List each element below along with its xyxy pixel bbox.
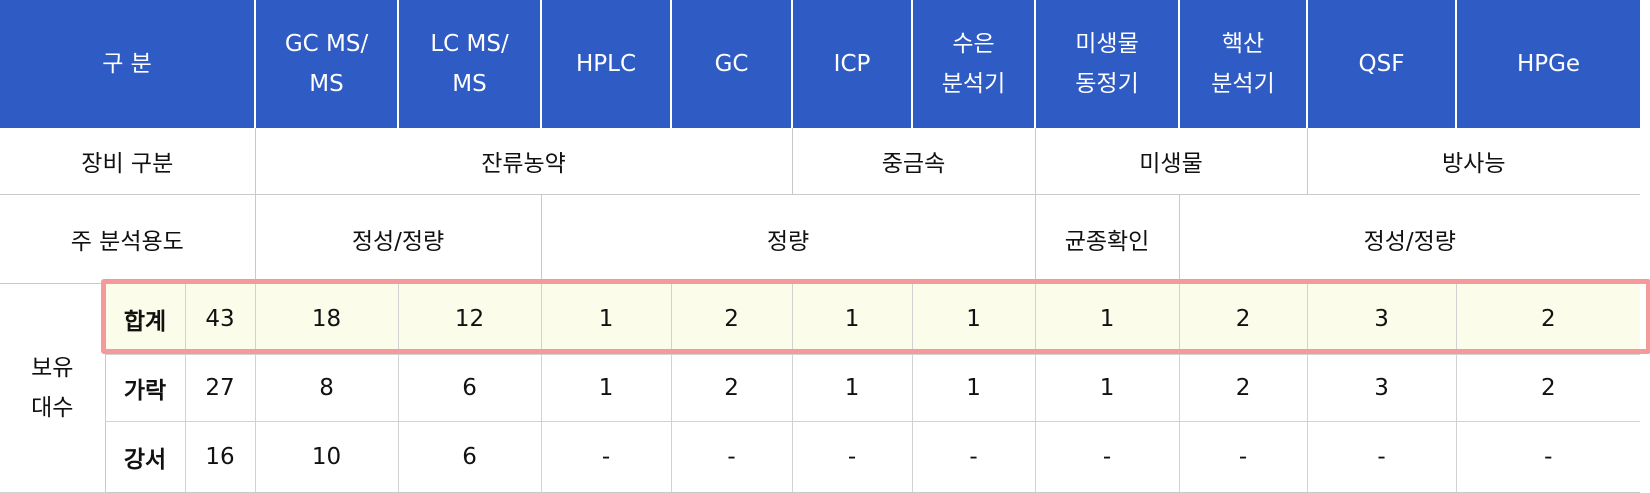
table-cell: - xyxy=(1035,421,1180,493)
header-col-gcmsms: GC MS/MS xyxy=(255,0,400,128)
header-col-gc: GC xyxy=(671,0,794,128)
row-total: 27 xyxy=(185,354,256,422)
holdings-label: 보유 대수 xyxy=(0,283,106,493)
table-cell: 6 xyxy=(398,354,542,422)
table-row-gangseo: 강서 16 10 6 - - - - - - - - xyxy=(0,421,1641,493)
table-cell: 1 xyxy=(792,283,913,355)
header-col-hpge: HPGe xyxy=(1456,0,1641,128)
table-cell: - xyxy=(1179,421,1308,493)
header-col-microbe-id: 미생물 동정기 xyxy=(1035,0,1181,128)
table-cell: - xyxy=(1456,421,1641,493)
purpose-group-3: 균종확인 xyxy=(1035,194,1180,284)
header-col-lcmsms: LC MS/MS xyxy=(398,0,543,128)
header-col-nucleic: 핵산 분석기 xyxy=(1179,0,1309,128)
row-total: 43 xyxy=(185,283,256,355)
table-cell: 2 xyxy=(1456,283,1641,355)
row-name: 합계 xyxy=(105,283,186,355)
row-name: 강서 xyxy=(105,421,186,493)
table-row-total: 보유 대수 합계 43 18 12 1 2 1 1 1 2 3 2 xyxy=(0,283,1641,493)
table-cell: 1 xyxy=(912,283,1036,355)
table-cell: 3 xyxy=(1307,354,1457,422)
equipment-type-pesticide: 잔류농약 xyxy=(255,128,793,195)
table-cell: 1 xyxy=(1035,354,1180,422)
equipment-type-label: 장비 구분 xyxy=(0,128,256,195)
equipment-type-radioactivity: 방사능 xyxy=(1307,128,1641,195)
purpose-group-4: 정성/정량 xyxy=(1179,194,1641,284)
table-cell: - xyxy=(541,421,672,493)
table-cell: 10 xyxy=(255,421,399,493)
purpose-label: 주 분석용도 xyxy=(0,194,256,284)
header-col-hplc: HPLC xyxy=(541,0,673,128)
equipment-type-heavy-metal: 중금속 xyxy=(792,128,1036,195)
header-col-mercury: 수은 분석기 xyxy=(912,0,1037,128)
table-cell: 18 xyxy=(255,283,399,355)
header-row: 구 분 GC MS/MS LC MS/MS HPLC GC ICP 수은 분석기 … xyxy=(0,0,1641,128)
row-name: 가락 xyxy=(105,354,186,422)
table-cell: 2 xyxy=(1179,283,1308,355)
table-cell: 2 xyxy=(1456,354,1641,422)
table-cell: 2 xyxy=(671,354,793,422)
table-cell: 1 xyxy=(541,283,672,355)
purpose-group-2: 정량 xyxy=(541,194,1036,284)
header-col-icp: ICP xyxy=(792,0,914,128)
equipment-type-row: 장비 구분 잔류농약 중금속 미생물 방사능 xyxy=(0,128,1641,195)
header-category: 구 분 xyxy=(0,0,257,128)
purpose-row: 주 분석용도 정성/정량 정량 균종확인 정성/정량 xyxy=(0,194,1641,284)
table-cell: - xyxy=(1307,421,1457,493)
table-cell: 1 xyxy=(1035,283,1180,355)
equipment-type-microbe: 미생물 xyxy=(1035,128,1308,195)
table-cell: 1 xyxy=(912,354,1036,422)
row-total: 16 xyxy=(185,421,256,493)
table-cell: 1 xyxy=(541,354,672,422)
table-cell: 6 xyxy=(398,421,542,493)
table-cell: 2 xyxy=(1179,354,1308,422)
table-cell: 12 xyxy=(398,283,542,355)
purpose-group-1: 정성/정량 xyxy=(255,194,542,284)
table-row-garak: 가락 27 8 6 1 2 1 1 1 2 3 2 xyxy=(0,354,1641,422)
table-cell: - xyxy=(912,421,1036,493)
table-cell: 8 xyxy=(255,354,399,422)
table-cell: 3 xyxy=(1307,283,1457,355)
table-cell: - xyxy=(671,421,793,493)
table-cell: 2 xyxy=(671,283,793,355)
header-col-qsf: QSF xyxy=(1307,0,1458,128)
table-cell: - xyxy=(792,421,913,493)
table-cell: 1 xyxy=(792,354,913,422)
